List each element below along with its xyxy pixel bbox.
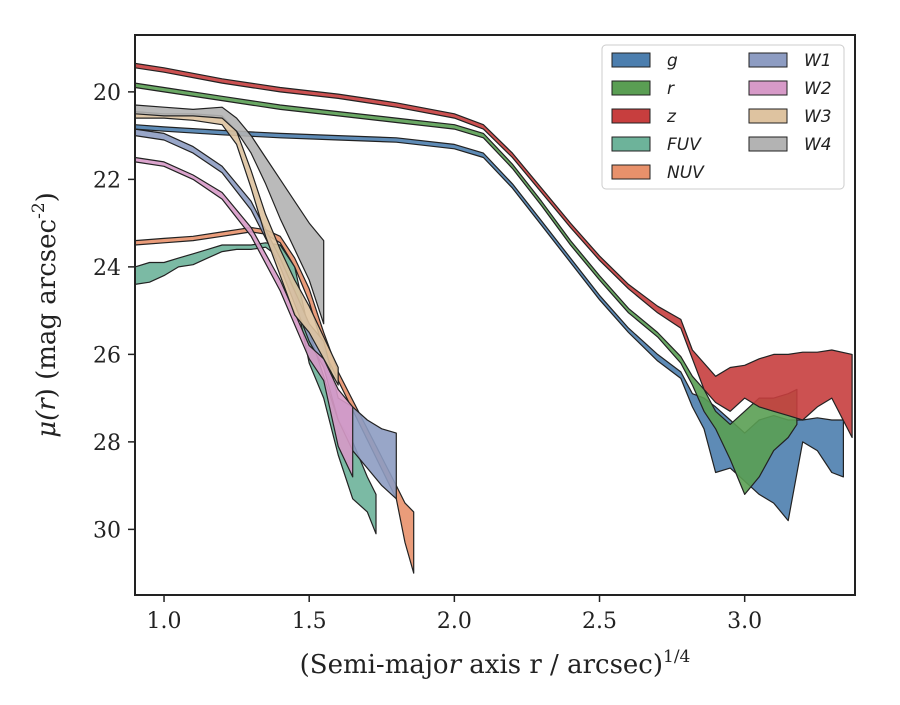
x-tick-label: 1.5	[292, 609, 327, 634]
legend-swatch-w3	[748, 108, 788, 124]
x-tick-label: 3.0	[727, 609, 762, 634]
band-w2	[134, 156, 354, 478]
band-fuv	[134, 242, 377, 535]
band-r	[134, 82, 798, 495]
plot-frame	[134, 34, 856, 596]
legend-swatch-w4	[748, 136, 788, 152]
legend-label-z: z	[666, 107, 677, 127]
legend-label-w2: W2	[804, 79, 832, 99]
x-tick-label: 1.0	[147, 609, 182, 634]
legend-swatch-fuv	[611, 136, 651, 152]
legend-swatch-r	[611, 80, 651, 96]
legend-label-w3: W3	[804, 107, 832, 127]
band-w4	[134, 104, 325, 325]
legend-label-fuv: FUV	[667, 135, 702, 155]
legend: grz FUV NUV W1 W2 W3 W4	[601, 44, 845, 190]
legend-label-r: r	[667, 79, 675, 99]
y-tick-label: 28	[93, 431, 121, 456]
band-layer	[134, 62, 853, 574]
x-tick-label: 2.0	[437, 609, 472, 634]
legend-label-g: g	[667, 51, 678, 71]
band-g	[134, 124, 845, 522]
legend-swatch-w1	[748, 52, 788, 68]
y-tick-label: 20	[93, 81, 121, 106]
legend-label-nuv: NUV	[667, 163, 705, 183]
legend-swatch-nuv	[611, 164, 651, 180]
x-axis-label: (Semi-major axis r / arcsec)1/4	[300, 647, 691, 680]
legend-swatch-z	[611, 108, 651, 124]
y-axis-label: μ(r) (mag arcsec-2)	[29, 192, 62, 438]
tick-layer: 1.0 1.5 2.0 2.5 3.0 20 22 24 26 28 30	[93, 81, 762, 634]
y-tick-label: 26	[93, 343, 121, 368]
legend-swatch-g	[611, 52, 651, 68]
band-z	[134, 62, 853, 439]
legend-swatch-w2	[748, 80, 788, 96]
legend-label-w1: W1	[804, 51, 832, 71]
legend-label-w4: W4	[804, 135, 832, 155]
y-tick-label: 30	[93, 518, 121, 543]
x-tick-label: 2.5	[582, 609, 617, 634]
y-tick-label: 24	[93, 256, 121, 281]
y-tick-label: 22	[93, 168, 121, 193]
